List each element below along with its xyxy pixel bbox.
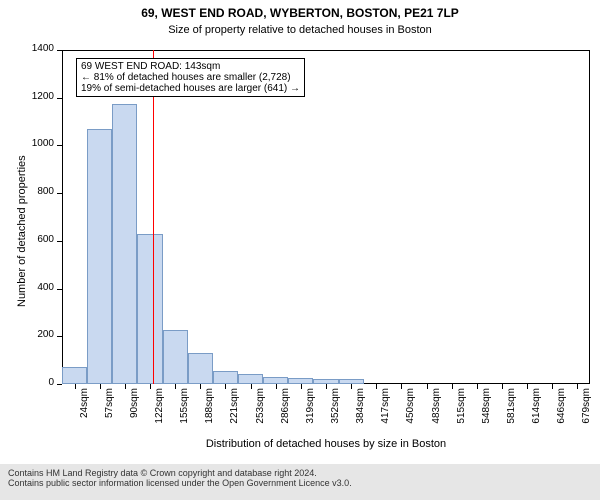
y-tick-label: 200 bbox=[0, 329, 54, 340]
copyright-line: Contains HM Land Registry data © Crown c… bbox=[0, 468, 600, 478]
x-tick-mark bbox=[301, 384, 302, 389]
chart-title: 69, WEST END ROAD, WYBERTON, BOSTON, PE2… bbox=[0, 6, 600, 20]
y-tick-mark bbox=[57, 336, 62, 337]
y-tick-mark bbox=[57, 145, 62, 146]
x-tick-label: 221sqm bbox=[229, 388, 240, 438]
histogram-bar bbox=[238, 374, 263, 384]
x-tick-mark bbox=[477, 384, 478, 389]
x-tick-label: 450sqm bbox=[405, 388, 416, 438]
x-tick-label: 548sqm bbox=[481, 388, 492, 438]
info-box-line: ← 81% of detached houses are smaller (2,… bbox=[81, 72, 300, 83]
x-tick-label: 286sqm bbox=[280, 388, 291, 438]
x-tick-mark bbox=[401, 384, 402, 389]
x-tick-label: 646sqm bbox=[556, 388, 567, 438]
x-tick-label: 417sqm bbox=[380, 388, 391, 438]
y-tick-label: 0 bbox=[0, 377, 54, 388]
x-tick-mark bbox=[125, 384, 126, 389]
x-tick-mark bbox=[427, 384, 428, 389]
copyright-line: Contains public sector information licen… bbox=[0, 478, 600, 488]
x-tick-mark bbox=[200, 384, 201, 389]
x-tick-mark bbox=[150, 384, 151, 389]
x-tick-mark bbox=[75, 384, 76, 389]
x-tick-label: 352sqm bbox=[330, 388, 341, 438]
x-tick-mark bbox=[276, 384, 277, 389]
x-tick-mark bbox=[452, 384, 453, 389]
histogram-bar bbox=[62, 367, 87, 384]
x-tick-label: 57sqm bbox=[104, 388, 115, 438]
x-tick-mark bbox=[326, 384, 327, 389]
copyright-footer: Contains HM Land Registry data © Crown c… bbox=[0, 464, 600, 500]
histogram-bar bbox=[112, 104, 137, 384]
histogram-bar bbox=[263, 377, 288, 384]
x-tick-label: 319sqm bbox=[305, 388, 316, 438]
y-tick-mark bbox=[57, 384, 62, 385]
x-tick-label: 155sqm bbox=[179, 388, 190, 438]
x-tick-label: 581sqm bbox=[506, 388, 517, 438]
y-tick-mark bbox=[57, 50, 62, 51]
x-tick-label: 614sqm bbox=[531, 388, 542, 438]
info-box: 69 WEST END ROAD: 143sqm← 81% of detache… bbox=[76, 58, 305, 97]
info-box-line: 19% of semi-detached houses are larger (… bbox=[81, 83, 300, 94]
y-tick-mark bbox=[57, 193, 62, 194]
x-tick-mark bbox=[376, 384, 377, 389]
y-tick-mark bbox=[57, 98, 62, 99]
histogram-bar bbox=[163, 330, 188, 384]
y-axis-label: Number of detached properties bbox=[16, 155, 28, 307]
histogram-bar bbox=[137, 234, 162, 384]
x-tick-label: 483sqm bbox=[431, 388, 442, 438]
x-tick-label: 24sqm bbox=[79, 388, 90, 438]
x-tick-mark bbox=[527, 384, 528, 389]
x-tick-mark bbox=[502, 384, 503, 389]
y-tick-label: 1200 bbox=[0, 91, 54, 102]
x-tick-mark bbox=[351, 384, 352, 389]
chart-subtitle: Size of property relative to detached ho… bbox=[0, 24, 600, 36]
y-tick-label: 1400 bbox=[0, 43, 54, 54]
histogram-bar bbox=[188, 353, 213, 384]
x-tick-label: 515sqm bbox=[456, 388, 467, 438]
x-tick-mark bbox=[251, 384, 252, 389]
info-box-line: 69 WEST END ROAD: 143sqm bbox=[81, 61, 300, 72]
x-tick-mark bbox=[100, 384, 101, 389]
y-tick-mark bbox=[57, 289, 62, 290]
x-tick-label: 384sqm bbox=[355, 388, 366, 438]
x-tick-label: 679sqm bbox=[581, 388, 592, 438]
x-tick-mark bbox=[577, 384, 578, 389]
x-axis-label: Distribution of detached houses by size … bbox=[62, 438, 590, 450]
x-tick-label: 253sqm bbox=[255, 388, 266, 438]
y-tick-label: 1000 bbox=[0, 138, 54, 149]
x-tick-mark bbox=[225, 384, 226, 389]
property-size-histogram: 69, WEST END ROAD, WYBERTON, BOSTON, PE2… bbox=[0, 0, 600, 500]
histogram-bar bbox=[87, 129, 112, 384]
x-tick-label: 188sqm bbox=[204, 388, 215, 438]
x-tick-mark bbox=[552, 384, 553, 389]
x-tick-label: 122sqm bbox=[154, 388, 165, 438]
x-tick-mark bbox=[175, 384, 176, 389]
y-tick-mark bbox=[57, 241, 62, 242]
x-tick-label: 90sqm bbox=[129, 388, 140, 438]
reference-line bbox=[153, 50, 154, 384]
histogram-bar bbox=[213, 371, 238, 384]
